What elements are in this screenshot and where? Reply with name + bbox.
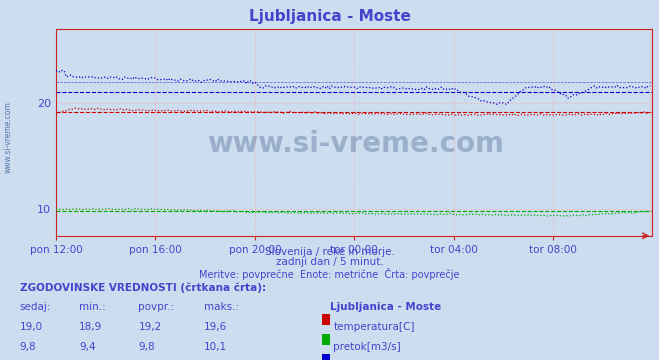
Text: sedaj:: sedaj:	[20, 302, 51, 312]
Text: Meritve: povprečne  Enote: metrične  Črta: povprečje: Meritve: povprečne Enote: metrične Črta:…	[199, 268, 460, 280]
Text: zadnji dan / 5 minut.: zadnji dan / 5 minut.	[275, 257, 384, 267]
Text: 18,9: 18,9	[79, 322, 102, 332]
Text: 9,8: 9,8	[20, 342, 36, 352]
Text: 19,0: 19,0	[20, 322, 43, 332]
Text: Ljubljanica - Moste: Ljubljanica - Moste	[330, 302, 441, 312]
Text: temperatura[C]: temperatura[C]	[333, 322, 415, 332]
Text: 10,1: 10,1	[204, 342, 227, 352]
Text: pretok[m3/s]: pretok[m3/s]	[333, 342, 401, 352]
Text: maks.:: maks.:	[204, 302, 239, 312]
Text: povpr.:: povpr.:	[138, 302, 175, 312]
Text: Slovenija / reke in morje.: Slovenija / reke in morje.	[264, 247, 395, 257]
Text: 9,4: 9,4	[79, 342, 96, 352]
Text: 19,6: 19,6	[204, 322, 227, 332]
Text: Ljubljanica - Moste: Ljubljanica - Moste	[248, 9, 411, 24]
Text: www.si-vreme.com: www.si-vreme.com	[3, 101, 13, 173]
Text: 9,8: 9,8	[138, 342, 155, 352]
Text: ZGODOVINSKE VREDNOSTI (črtkana črta):: ZGODOVINSKE VREDNOSTI (črtkana črta):	[20, 283, 266, 293]
Text: www.si-vreme.com: www.si-vreme.com	[208, 130, 504, 158]
Text: min.:: min.:	[79, 302, 106, 312]
Text: 19,2: 19,2	[138, 322, 161, 332]
